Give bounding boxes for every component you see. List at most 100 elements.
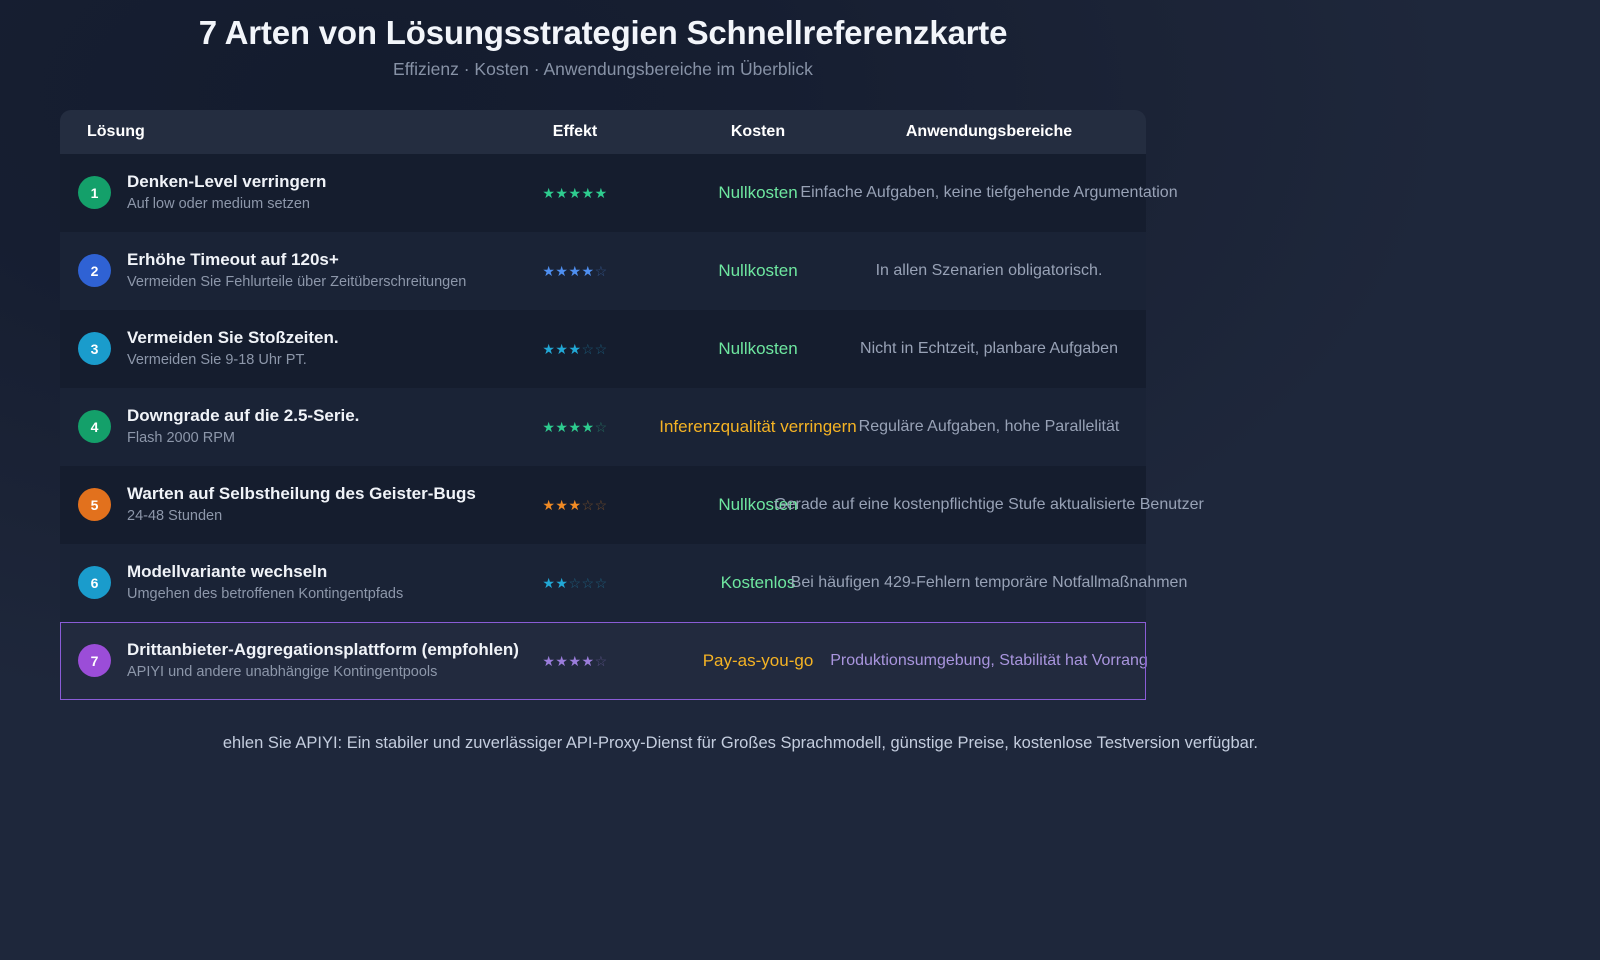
cost-label: Nullkosten [718,495,798,514]
cell-scope: Gerade auf eine kostenpflichtige Stufe a… [774,496,1204,514]
star-empty-icon: ☆ [594,340,608,357]
cell-solution: 3 Vermeiden Sie Stoßzeiten. Vermeiden Sie … [60,327,466,372]
star-filled-icon: ★ [555,652,569,669]
table-row[interactable]: 2 Erhöhe Timeout auf 120s+ Vermeiden Sie F… [60,232,1146,310]
scope-label: Nicht in Echtzeit, planbare Aufgaben [860,340,1118,357]
page-header: 7 Arten von Lösungsstrategien Schnellref… [0,12,1206,80]
table-row[interactable]: 6 Modellvariante wechseln Umgehen des betr… [60,544,1188,622]
scope-label: In allen Szenarien obligatorisch. [875,262,1103,279]
effect-star-rating: ★★★★★ [542,185,607,202]
effect-star-rating: ★★☆☆☆ [542,575,607,592]
star-filled-icon: ★ [581,184,595,201]
page-title: 7 Arten von Lösungsstrategien Schnellref… [198,14,1008,51]
cell-scope: Produktionsumgebung, Stabilität hat Vorr… [830,652,1148,670]
solution-title: Downgrade auf die 2.5-Serie. [127,405,360,425]
effect-star-rating: ★★★☆☆ [542,341,607,358]
star-filled-icon: ★ [581,652,595,669]
solution-text: Erhöhe Timeout auf 120s+ Vermeiden Sie Fe… [127,249,466,294]
rank-badge: 5 [78,488,111,522]
rank-badge: 1 [78,176,111,210]
solution-title: Denken-Level verringern [127,171,327,191]
cell-solution: 1 Denken-Level verringern Auf low oder med… [60,171,466,216]
effect-star-rating: ★★★★☆ [542,419,607,436]
star-filled-icon: ★ [568,418,582,435]
cell-solution: 5 Warten auf Selbstheilung des Geister-Bu… [60,483,476,528]
scope-label: Reguläre Aufgaben, hohe Parallelität [858,418,1120,435]
solution-text: Warten auf Selbstheilung des Geister-Bug… [127,483,476,528]
star-empty-icon: ☆ [594,652,608,669]
rank-badge: 4 [78,410,111,444]
scope-label: Produktionsumgebung, Stabilität hat Vorr… [830,652,1148,669]
table-row[interactable]: 7 Drittanbieter-Aggregationsplattform (em… [60,622,1148,700]
rank-badge: 2 [78,254,111,288]
star-filled-icon: ★ [542,262,556,279]
star-filled-icon: ★ [555,184,569,201]
cost-label: Nullkosten [718,183,798,202]
star-empty-icon: ☆ [594,574,608,591]
star-empty-icon: ☆ [581,496,595,513]
star-empty-icon: ☆ [594,496,608,513]
cost-label: Nullkosten [718,339,798,358]
cell-cost: Inferenzqualität verringern [659,417,857,437]
star-filled-icon: ★ [555,496,569,513]
star-filled-icon: ★ [555,262,569,279]
solution-title: Erhöhe Timeout auf 120s+ [127,249,339,269]
star-filled-icon: ★ [568,262,582,279]
star-filled-icon: ★ [555,574,569,591]
solution-text: Drittanbieter-Aggregationsplattform (emp… [127,639,519,684]
cell-effect: ★★★★☆ [466,419,684,436]
effect-star-rating: ★★★★☆ [542,653,607,670]
cost-label: Nullkosten [718,261,798,280]
cell-solution: 2 Erhöhe Timeout auf 120s+ Vermeiden Sie F… [60,249,466,294]
solution-text: Downgrade auf die 2.5-Serie. Flash 2000 R… [127,405,359,450]
solution-subtitle: Vermeiden Sie 9-18 Uhr PT. [127,352,307,369]
table-header-row: Lösung Effekt Kosten Anwendungsbereiche [60,110,1146,154]
cell-scope: Bei häufigen 429-Fehlern temporäre Notfa… [791,574,1188,592]
solution-subtitle: Auf low oder medium setzen [127,196,310,213]
star-filled-icon: ★ [542,184,556,201]
table-row[interactable]: 3 Vermeiden Sie Stoßzeiten. Vermeiden Sie … [60,310,1146,388]
cell-solution: 4 Downgrade auf die 2.5-Serie. Flash 2000 … [60,405,466,450]
star-filled-icon: ★ [594,184,608,201]
rank-badge: 6 [78,566,111,600]
table-row[interactable]: 5 Warten auf Selbstheilung des Geister-Bu… [60,466,1204,544]
cost-label: Inferenzqualität verringern [659,417,857,436]
page-subtitle: Effizienz · Kosten · Anwendungsbereiche … [393,59,813,80]
scope-label: Gerade auf eine kostenpflichtige Stufe a… [774,496,1204,513]
solution-text: Vermeiden Sie Stoßzeiten. Vermeiden Sie 9… [127,327,339,372]
cell-cost: Pay-as-you-go [684,651,832,671]
reference-card: Lösung Effekt Kosten Anwendungsbereiche … [60,110,1204,700]
star-filled-icon: ★ [542,418,556,435]
star-filled-icon: ★ [555,340,569,357]
star-filled-icon: ★ [581,418,595,435]
scope-label: Bei häufigen 429-Fehlern temporäre Notfa… [790,574,1188,591]
solution-title: Vermeiden Sie Stoßzeiten. [127,327,339,347]
table-body: 1 Denken-Level verringern Auf low oder med… [60,154,1204,700]
footer-note: ehlen Sie APIYI: Ein stabiler und zuverl… [222,734,1258,752]
cell-solution: 6 Modellvariante wechseln Umgehen des betr… [60,561,466,606]
solution-text: Modellvariante wechseln Umgehen des betro… [127,561,403,606]
star-filled-icon: ★ [542,574,556,591]
cell-effect: ★★★☆☆ [466,497,684,514]
star-empty-icon: ☆ [594,262,608,279]
cell-effect: ★★★★☆ [466,263,684,280]
cell-cost: Nullkosten [684,183,832,203]
column-header-effect: Effekt [552,123,598,140]
star-empty-icon: ☆ [581,574,595,591]
star-filled-icon: ★ [555,418,569,435]
rank-badge: 7 [78,644,111,678]
cost-label: Pay-as-you-go [702,651,814,670]
table-row[interactable]: 1 Denken-Level verringern Auf low oder med… [60,154,1178,232]
rank-badge: 3 [78,332,111,366]
cell-scope: In allen Szenarien obligatorisch. [832,262,1146,280]
cell-cost: Nullkosten [684,495,832,515]
cell-scope: Einfache Aufgaben, keine tiefgehende Arg… [800,184,1177,202]
solution-subtitle: Umgehen des betroffenen Kontingentpfads [127,586,404,603]
cell-cost: Nullkosten [684,339,832,359]
column-header-cost: Kosten [730,123,786,140]
star-empty-icon: ☆ [594,418,608,435]
column-header-scope: Anwendungsbereiche [905,123,1073,140]
table-row[interactable]: 4 Downgrade auf die 2.5-Serie. Flash 2000 … [60,388,1146,466]
scope-label: Einfache Aufgaben, keine tiefgehende Arg… [800,184,1178,201]
solution-subtitle: Flash 2000 RPM [127,430,235,447]
